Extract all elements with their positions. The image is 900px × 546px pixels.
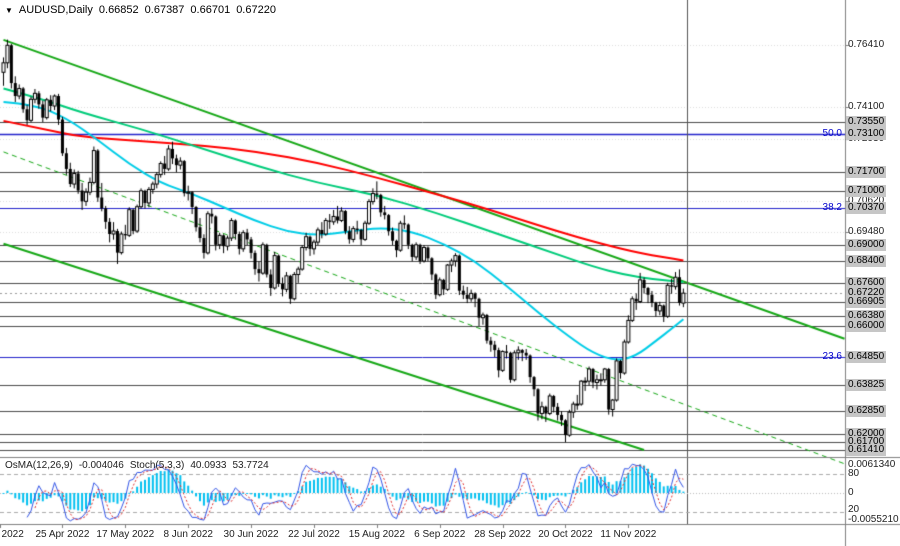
price-badge: 0.67600 [846,276,887,289]
chart-collapse-icon[interactable]: ▼ [5,6,13,15]
time-axis-label: 6 Sep 2022 [414,529,466,540]
indicator-axis-label: 0 [848,487,854,498]
price-badge: 0.66905 [846,295,887,308]
time-axis-label: 30 Jun 2022 [223,529,279,540]
indicator-axis-label: 80 [848,468,860,479]
price-badge: 0.66380 [846,309,887,322]
ohlc-open: 0.66852 [98,4,139,16]
fib-level-label: 38.2 [822,202,842,214]
time-axis-label: 28 Sep 2022 [474,529,531,540]
price-badge: 0.73100 [846,128,887,141]
price-badge: 0.69000 [846,239,887,252]
stoch-k-value: 40.0933 [190,460,227,471]
ohlc-low: 0.66701 [190,4,231,16]
fib-level-label: 50.0 [822,128,842,140]
osma-value: -0.004046 [78,460,124,471]
price-badge: 0.70370 [846,202,887,215]
price-axis[interactable]: 0.764100.741000.729300.706200.694800.648… [845,0,900,546]
price-badge: 0.62850 [846,405,887,418]
indicator-info-line: OsMA(12,26,9) -0.004046 Stoch(5,3,3) 40.093… [5,460,275,471]
time-axis-label: 20 Oct 2022 [538,529,593,540]
price-tick-label: 0.69480 [848,226,885,238]
price-badge: 0.68400 [846,255,887,268]
time-axis-label: 4 Apr 2022 [0,529,24,540]
fib-level-label: 23.6 [822,351,842,363]
stoch-label: Stoch(5,3,3) [129,460,185,471]
indicator-axis-label: -0.0055210 [848,514,899,525]
price-badge: 0.71700 [846,166,887,179]
price-badge: 0.66000 [846,320,887,333]
symbol-info-line: ▼ AUDUSD,Daily 0.66852 0.67387 0.66701 0.6722… [5,4,282,16]
ohlc-close: 0.67220 [236,4,276,16]
osma-label: OsMA(12,26,9) [5,460,73,471]
time-axis-label: 25 Apr 2022 [35,529,90,540]
price-tick-label: 0.76410 [848,39,885,50]
price-badge: 0.61410 [846,444,887,456]
price-badge: 0.71000 [846,185,887,198]
stoch-d-value: 53.7724 [232,460,269,471]
price-tick-label: 0.70620 [848,195,885,207]
price-tick-label: 0.74100 [848,101,885,113]
ohlc-high: 0.67387 [144,4,185,16]
time-axis-label: 15 Aug 2022 [348,529,405,540]
price-badge: 0.73550 [846,116,887,129]
time-axis-label: 8 Jun 2022 [163,529,213,540]
time-axis-label: 11 Nov 2022 [600,529,657,540]
time-axis-label: 22 Jul 2022 [288,529,340,540]
price-badge: 0.63825 [846,378,887,391]
indicator-axis-label: 0.0061340 [848,459,896,470]
symbol-timeframe-label: AUDUSD,Daily [18,4,93,16]
time-axis-label: 17 May 2022 [96,529,155,540]
price-badge: 0.64850 [846,351,887,364]
time-axis[interactable]: 4 Apr 2022 25 Apr 2022 17 May 2022 8 Jun 20… [0,525,845,546]
indicator-axis-label: 20 [848,504,860,515]
